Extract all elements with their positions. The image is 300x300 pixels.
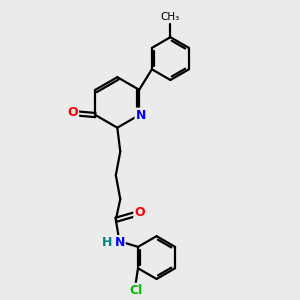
Text: O: O bbox=[68, 106, 78, 118]
Text: N: N bbox=[136, 109, 146, 122]
Text: O: O bbox=[134, 206, 145, 220]
Text: CH₃: CH₃ bbox=[161, 12, 180, 22]
Text: Cl: Cl bbox=[129, 284, 142, 297]
Text: N: N bbox=[115, 236, 125, 249]
Text: H: H bbox=[102, 236, 112, 249]
